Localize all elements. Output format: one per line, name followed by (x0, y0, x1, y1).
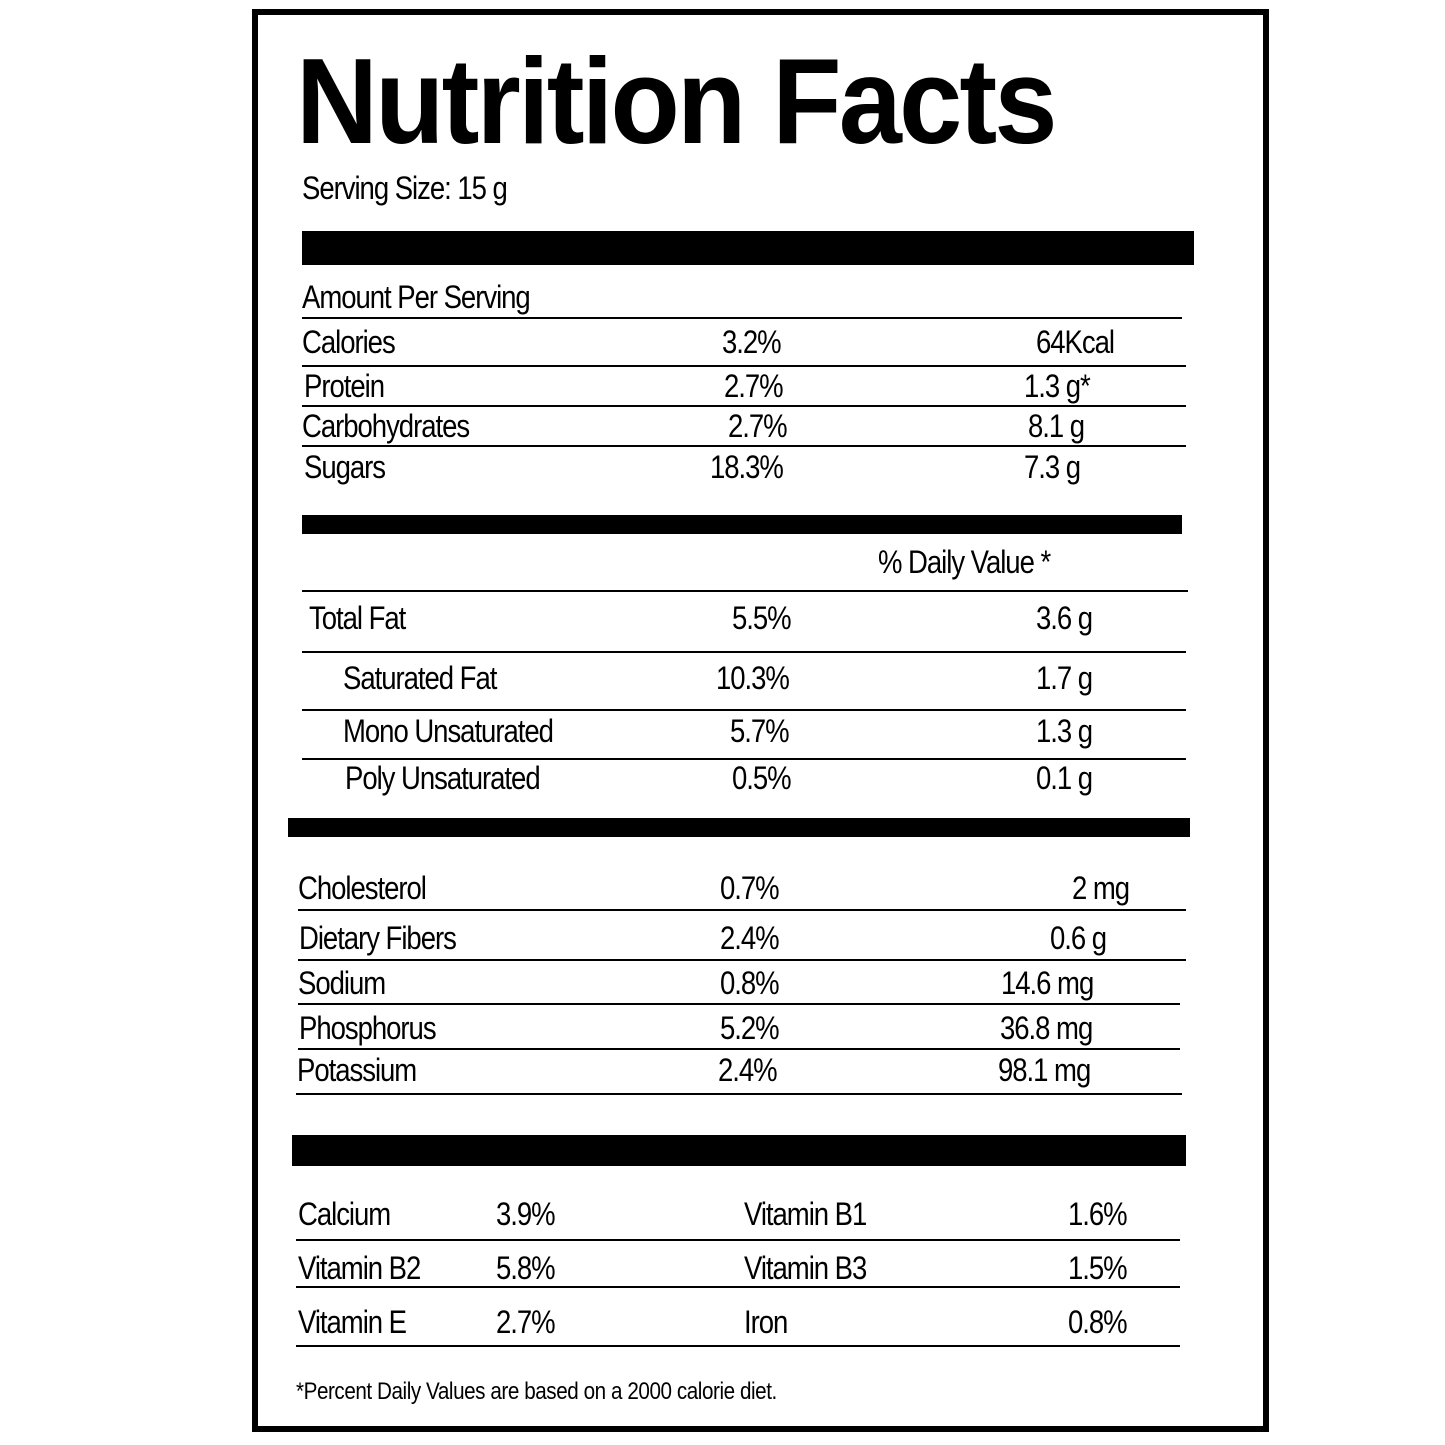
mineral-amount: 0.6 g (1050, 920, 1107, 956)
fat-percent: 10.3% (716, 660, 790, 696)
vitamin-name: Vitamin B3 (744, 1250, 867, 1286)
divider-line (302, 758, 1186, 760)
fat-amount: 1.7 g (1036, 660, 1093, 696)
nutrient-amount: 8.1 g (1028, 408, 1085, 444)
daily-value-header: % Daily Value * (878, 544, 1051, 580)
nutrient-name: Sugars (304, 449, 386, 485)
mineral-name: Cholesterol (298, 870, 427, 906)
mineral-percent: 0.7% (720, 870, 780, 906)
divider-line (302, 405, 1186, 407)
mineral-percent: 5.2% (720, 1010, 780, 1046)
nutrient-percent: 3.2% (722, 324, 782, 360)
mineral-name: Dietary Fibers (299, 920, 457, 956)
divider-line (296, 1345, 1180, 1347)
nutrient-percent: 2.7% (724, 368, 784, 404)
mineral-amount: 36.8 mg (1000, 1010, 1093, 1046)
divider-line (296, 1093, 1182, 1095)
nutrient-percent: 2.7% (728, 408, 788, 444)
vitamin-percent: 1.6% (1068, 1196, 1128, 1232)
fat-name: Poly Unsaturated (345, 760, 541, 796)
nutrient-name: Protein (304, 368, 385, 404)
mineral-name: Sodium (298, 965, 386, 1001)
divider-line (296, 1286, 1180, 1288)
nutrient-amount: 7.3 g (1024, 449, 1081, 485)
fat-amount: 1.3 g (1036, 713, 1093, 749)
fat-amount: 3.6 g (1036, 600, 1093, 636)
nutrient-name: Calories (302, 324, 396, 360)
vitamin-name: Vitamin E (298, 1304, 407, 1340)
label-border (252, 9, 1269, 1432)
vitamin-percent: 1.5% (1068, 1250, 1128, 1286)
divider-line (298, 1048, 1180, 1050)
divider-line (302, 651, 1186, 653)
divider-line (302, 365, 1186, 367)
mineral-name: Potassium (297, 1052, 417, 1088)
fat-name: Mono Unsaturated (343, 713, 554, 749)
label-title: Nutrition Facts (296, 33, 1057, 169)
fat-percent: 0.5% (732, 760, 792, 796)
vitamin-name: Iron (744, 1304, 788, 1340)
fat-name: Saturated Fat (343, 660, 497, 696)
divider-line (298, 959, 1186, 961)
divider-line (302, 590, 1188, 592)
footnote: *Percent Daily Values are based on a 200… (296, 1378, 777, 1405)
divider-line (296, 1239, 1180, 1241)
vitamin-percent: 2.7% (496, 1304, 556, 1340)
divider-line (302, 317, 1182, 319)
divider-line (302, 709, 1186, 711)
nutrient-amount: 64Kcal (1036, 324, 1115, 360)
mineral-amount: 2 mg (1072, 870, 1130, 906)
fat-amount: 0.1 g (1036, 760, 1093, 796)
mineral-percent: 2.4% (720, 920, 780, 956)
vitamin-percent: 0.8% (1068, 1304, 1128, 1340)
vitamin-percent: 3.9% (496, 1196, 556, 1232)
fat-percent: 5.5% (732, 600, 792, 636)
serving-size: Serving Size: 15 g (302, 170, 508, 206)
mineral-name: Phosphorus (299, 1010, 437, 1046)
divider-bar (302, 231, 1194, 265)
mineral-percent: 0.8% (720, 965, 780, 1001)
nutrient-percent: 18.3% (710, 449, 784, 485)
mineral-percent: 2.4% (718, 1052, 778, 1088)
divider-bar (302, 515, 1182, 534)
vitamin-name: Vitamin B2 (298, 1250, 421, 1286)
vitamin-percent: 5.8% (496, 1250, 556, 1286)
amount-per-serving: Amount Per Serving (302, 279, 531, 315)
nutrient-name: Carbohydrates (302, 408, 470, 444)
divider-line (298, 1003, 1180, 1005)
divider-bar (288, 818, 1190, 837)
divider-line (298, 909, 1186, 911)
divider-line (302, 445, 1186, 447)
mineral-amount: 14.6 mg (1001, 965, 1094, 1001)
vitamin-name: Vitamin B1 (744, 1196, 867, 1232)
nutrient-amount: 1.3 g* (1024, 368, 1091, 404)
fat-percent: 5.7% (730, 713, 790, 749)
fat-name: Total Fat (309, 600, 406, 636)
divider-bar (292, 1135, 1186, 1166)
mineral-amount: 98.1 mg (998, 1052, 1091, 1088)
vitamin-name: Calcium (298, 1196, 391, 1232)
